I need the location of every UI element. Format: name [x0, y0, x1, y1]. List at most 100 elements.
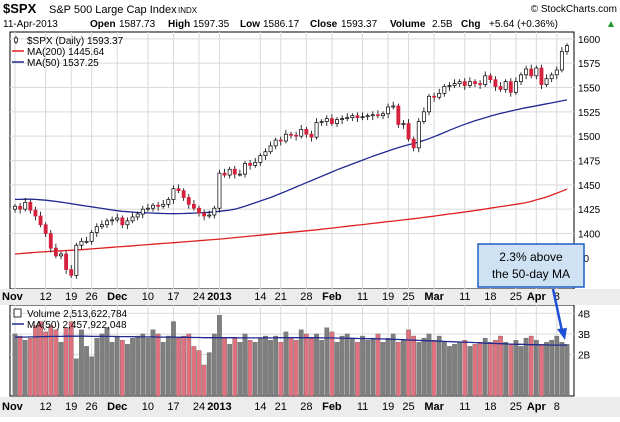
- volume-bar: [390, 333, 396, 397]
- candlesticks: [13, 43, 569, 279]
- candle-up: [243, 163, 247, 175]
- volume-bar: [268, 340, 273, 397]
- volume-bar: [303, 333, 309, 397]
- candle-up: [565, 45, 569, 52]
- volume-bar: [472, 344, 478, 397]
- date-tick-label-bottom: 25: [402, 401, 414, 413]
- candle-up: [94, 226, 99, 233]
- date-tick-label: 28: [300, 291, 312, 303]
- volume-bar: [211, 333, 217, 397]
- candle-down: [508, 81, 513, 93]
- candle-down: [120, 217, 125, 226]
- candle-up: [23, 202, 28, 210]
- price-legend-item: MA(50) 1537.25: [27, 58, 99, 69]
- volume-bar: [498, 335, 503, 397]
- volume-bar: [564, 344, 570, 397]
- candle-up: [360, 116, 365, 119]
- legend-candle-icon: [14, 37, 18, 43]
- candle-up: [524, 68, 529, 76]
- date-tick-label-bottom: 19: [382, 401, 394, 413]
- volume-bar: [119, 340, 125, 397]
- volume-bar: [222, 337, 227, 397]
- candle-down: [478, 83, 483, 85]
- candle-up: [503, 81, 508, 90]
- date-tick-label-bottom: Mar: [424, 401, 444, 413]
- volume-bar: [22, 340, 28, 397]
- candle-up: [350, 115, 355, 119]
- volume-bar: [89, 356, 95, 397]
- date-tick-label-bottom: 26: [86, 401, 98, 413]
- candle-up: [145, 207, 150, 210]
- price-tick-label: 1500: [578, 132, 601, 143]
- candle-down: [64, 253, 69, 270]
- date-tick-label-bottom: 10: [142, 401, 154, 413]
- date-tick-label-bottom: 12: [40, 401, 52, 413]
- volume-bar: [94, 337, 100, 397]
- date-tick-label: 2013: [207, 291, 231, 303]
- candle-up: [319, 121, 324, 123]
- volume-bar: [375, 333, 381, 397]
- volume-bar: [406, 329, 411, 397]
- candle-up: [207, 214, 212, 217]
- volume-bar: [263, 335, 268, 397]
- candle-up: [130, 216, 135, 222]
- volume-bar: [160, 342, 166, 397]
- date-tick-label: 10: [142, 291, 154, 303]
- volume-bar: [278, 342, 284, 397]
- exchange-label: INDX: [178, 6, 198, 15]
- volume-bars: [12, 315, 570, 397]
- date-tick-label-bottom: 8: [554, 401, 560, 413]
- candle-up: [365, 115, 370, 118]
- candle-up: [237, 173, 242, 176]
- candle-up: [447, 85, 452, 87]
- volume-bar: [114, 335, 120, 397]
- candle-down: [176, 188, 181, 192]
- volume-bar: [58, 342, 64, 397]
- candle-down: [222, 172, 227, 176]
- candle-down: [309, 133, 314, 138]
- candle-down: [53, 247, 58, 257]
- volume-value: 2.5B: [432, 19, 453, 30]
- candle-up: [345, 117, 350, 120]
- volume-legend-item: Volume 2,513,622,784: [27, 309, 128, 320]
- candle-down: [48, 233, 53, 249]
- date-tick-label-bottom: 24: [193, 401, 205, 413]
- volume-bar: [176, 337, 181, 397]
- candle-down: [375, 114, 380, 117]
- volume-bar: [135, 335, 141, 397]
- volume-bar: [48, 325, 54, 397]
- candle-down: [18, 205, 23, 210]
- date-tick-label-bottom: Apr: [527, 401, 547, 413]
- volume-bar: [104, 327, 110, 397]
- change-label: Chg: [461, 19, 480, 30]
- candle-up: [452, 83, 457, 86]
- candle-up: [268, 145, 273, 153]
- volume-bar: [436, 335, 442, 397]
- volume-bar: [125, 344, 130, 397]
- volume-bar: [99, 333, 105, 397]
- volume-bar: [53, 329, 59, 397]
- volume-tick-label: 3B: [578, 330, 591, 341]
- close-label: Close: [310, 19, 338, 30]
- quote-date: 11-Apr-2013: [3, 19, 58, 30]
- candle-up: [105, 220, 109, 226]
- volume-tick-label: 4B: [578, 309, 591, 320]
- volume-bar: [33, 325, 38, 397]
- volume-bar: [63, 327, 69, 397]
- volume-bar: [84, 346, 89, 397]
- candle-down: [156, 204, 161, 207]
- volume-bar: [477, 342, 483, 397]
- candle-down: [186, 197, 191, 205]
- candle-up: [161, 203, 166, 207]
- candle-up: [437, 92, 442, 98]
- date-tick-label: 14: [254, 291, 266, 303]
- date-tick-label-bottom: Feb: [322, 401, 342, 413]
- volume-bar: [401, 340, 406, 397]
- date-tick-label: 21: [275, 291, 287, 303]
- volume-bar: [68, 321, 74, 397]
- candle-down: [278, 139, 283, 142]
- annotation-arrow-shaft: [551, 288, 564, 332]
- candle-up: [151, 204, 155, 209]
- volume-ma50-line: [15, 335, 567, 346]
